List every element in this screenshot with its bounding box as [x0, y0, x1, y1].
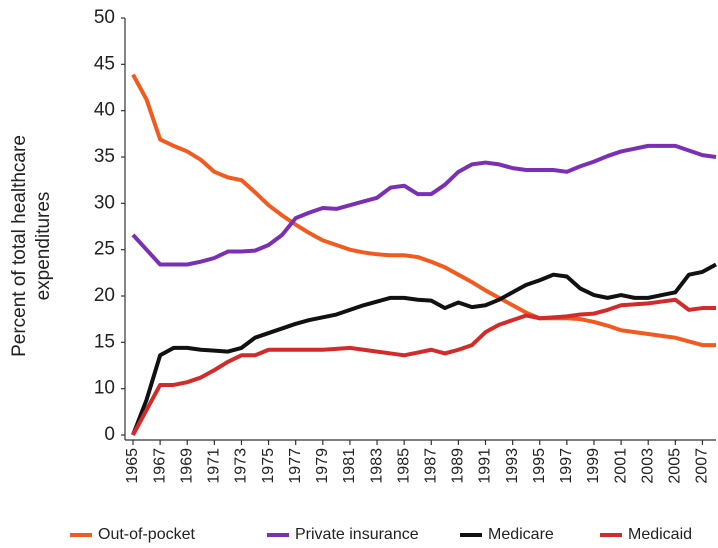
legend-label: Medicare [488, 526, 554, 543]
x-tick-label: 1997 [558, 448, 575, 484]
y-tick-label: 40 [94, 100, 115, 121]
y-tick-label: 15 [94, 331, 115, 352]
legend-label: Medicaid [628, 526, 692, 543]
y-tick-label: 45 [94, 53, 115, 74]
series-line [131, 262, 717, 436]
x-tick-label: 1985 [395, 448, 412, 484]
x-tick-label: 1993 [504, 448, 521, 484]
y-tick-label: 35 [94, 146, 115, 167]
x-tick-label: 1973 [233, 448, 250, 484]
x-tick-label: 2005 [667, 448, 684, 484]
x-tick-label: 1991 [477, 448, 494, 484]
x-tick-label: 1999 [585, 448, 602, 484]
legend-label: Private insurance [295, 526, 419, 543]
series-line [131, 73, 716, 348]
x-tick-label: 2001 [612, 448, 629, 484]
y-axis-label: expenditures [33, 192, 54, 301]
x-tick-label: 1977 [287, 448, 304, 484]
x-tick-label: 1975 [260, 448, 277, 484]
series-line [131, 143, 717, 267]
x-tick-label: 1995 [531, 448, 548, 484]
x-tick-label: 1971 [206, 448, 223, 484]
y-tick-label: 25 [94, 239, 115, 260]
x-tick-label: 1983 [368, 448, 385, 484]
y-axis-label: Percent of total healthcare [9, 135, 30, 357]
x-tick-label: 1981 [341, 448, 358, 484]
y-tick-label: 0 [104, 424, 115, 445]
y-tick-label: 30 [94, 192, 115, 213]
x-tick-label: 1979 [314, 448, 331, 484]
series-line [131, 297, 716, 436]
x-tick-label: 1969 [178, 448, 195, 484]
x-tick-label: 2007 [694, 448, 711, 484]
x-tick-label: 1967 [151, 448, 168, 484]
x-tick-label: 1987 [422, 448, 439, 484]
y-tick-label: 10 [94, 378, 115, 399]
x-tick-label: 1965 [124, 448, 141, 484]
y-tick-label: 20 [94, 285, 115, 306]
x-tick-label: 2003 [639, 448, 656, 484]
x-tick-label: 1989 [450, 448, 467, 484]
legend-label: Out-of-pocket [98, 526, 195, 543]
y-tick-label: 50 [94, 7, 115, 28]
